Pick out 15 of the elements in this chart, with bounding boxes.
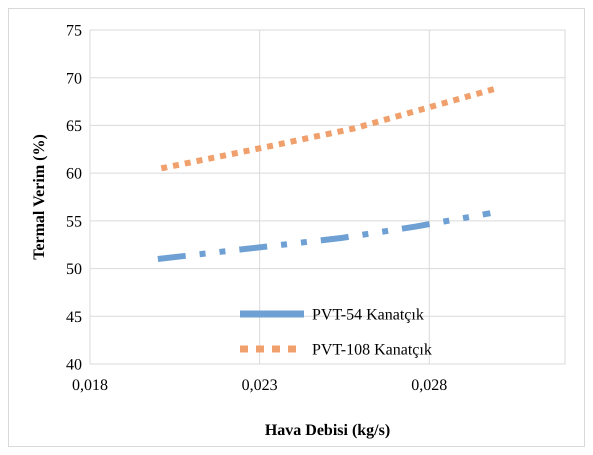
legend-label: PVT-108 Kanatçık <box>312 342 432 359</box>
y-axis-title: Termal Verim (%) <box>31 134 48 260</box>
y-tick-label: 40 <box>66 356 82 374</box>
y-tick-label: 60 <box>66 166 82 183</box>
x-tick-label: 0,028 <box>411 377 448 394</box>
x-tick-label: 0,018 <box>72 377 108 394</box>
x-axis-title: Hava Debisi (kg/s) <box>264 422 390 439</box>
y-tick-label: 65 <box>66 118 82 136</box>
legend-label: PVT-54 Kanatçık <box>312 306 424 324</box>
x-tick-label: 0,023 <box>242 377 278 394</box>
y-tick-label: 75 <box>66 22 82 40</box>
y-tick-label: 70 <box>66 70 82 88</box>
y-tick-label: 50 <box>66 261 82 278</box>
y-tick-label: 45 <box>66 308 82 326</box>
y-tick-label: 55 <box>66 213 82 230</box>
